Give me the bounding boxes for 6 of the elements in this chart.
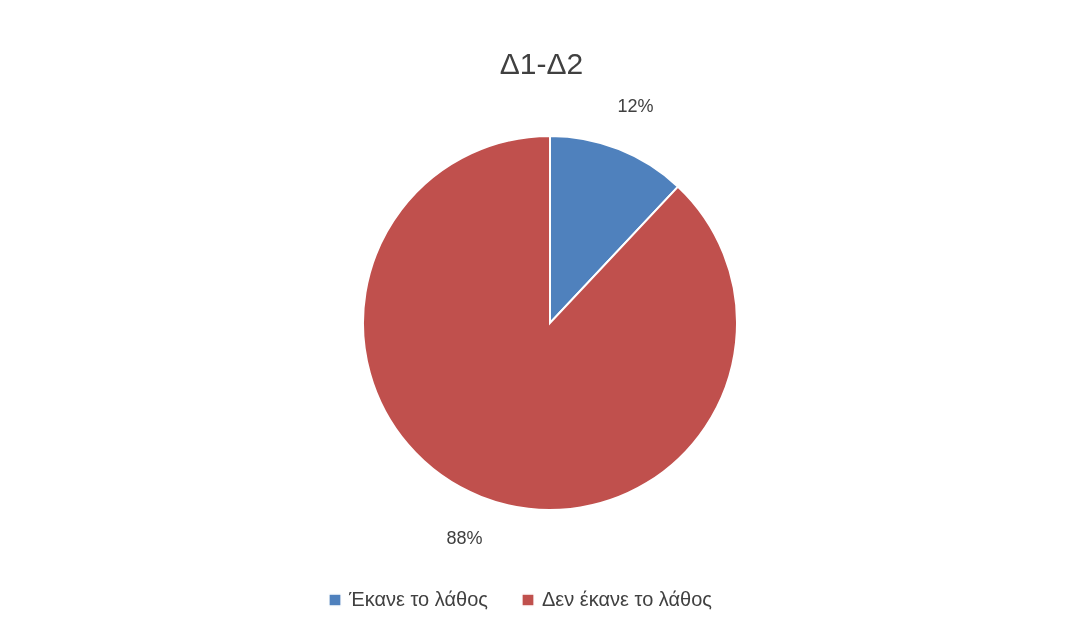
data-label: 88%	[446, 527, 483, 548]
legend-label: Έκανε το λάθος	[348, 588, 489, 610]
data-label: 12%	[617, 96, 654, 117]
legend-label: Δεν έκανε το λάθος	[542, 588, 713, 610]
chart-title: Δ1-Δ2	[499, 47, 584, 80]
pie-slice	[362, 135, 738, 511]
